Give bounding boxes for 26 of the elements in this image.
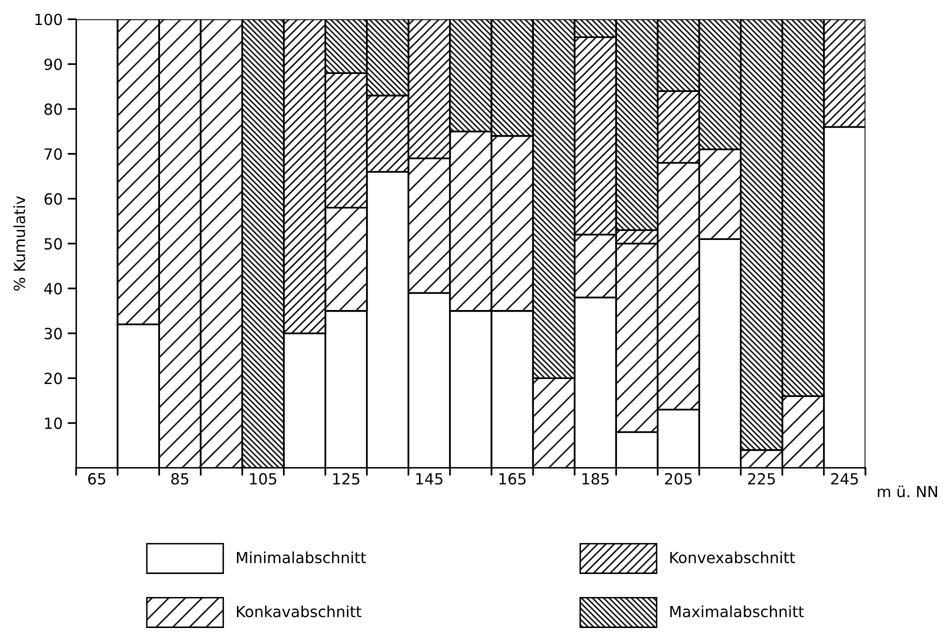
y-tick-label: 60 <box>44 193 62 205</box>
x-tick-label: 205 <box>665 473 692 485</box>
y-tick-label: 70 <box>44 148 62 160</box>
y-tick-label: 30 <box>44 328 62 340</box>
x-tick-label: 185 <box>582 473 609 485</box>
x-tick-label: 225 <box>748 473 775 485</box>
x-tick-label: 245 <box>831 473 858 485</box>
y-tick-label: 40 <box>44 282 62 294</box>
legend-label: Konkavabschnitt <box>236 605 362 618</box>
x-tick-label: 165 <box>499 473 526 485</box>
legend-label: Minimalabschnitt <box>236 551 366 564</box>
legend-label: Konvexabschnitt <box>670 551 795 564</box>
x-tick-label: 125 <box>333 473 360 485</box>
x-tick-label: 105 <box>250 473 276 485</box>
y-axis-title: % Kumulativ <box>13 196 26 291</box>
x-tick-label: 145 <box>416 473 442 485</box>
legend-label: Maximalabschnitt <box>670 605 804 618</box>
x-tick-label: 65 <box>88 473 106 485</box>
y-tick-label: 50 <box>44 238 62 250</box>
x-tick-label: 85 <box>171 473 188 485</box>
y-tick-label: 10 <box>45 418 62 430</box>
y-tick-label: 90 <box>44 58 62 70</box>
y-tick-label: 100 <box>35 14 62 26</box>
y-tick-label: 20 <box>44 372 62 384</box>
y-tick-label: 80 <box>44 103 62 115</box>
x-axis-title: m ü. NN <box>878 486 938 498</box>
